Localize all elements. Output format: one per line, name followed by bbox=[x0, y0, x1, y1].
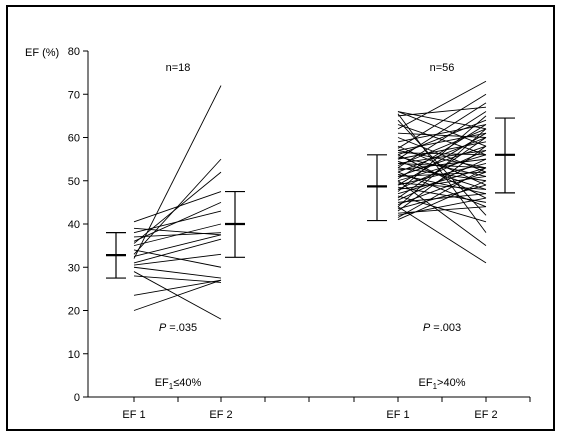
patient-lines bbox=[133, 80, 487, 320]
patient-line bbox=[397, 180, 487, 221]
patient-line bbox=[133, 275, 222, 283]
y-axis-label: EF (%) bbox=[25, 47, 59, 59]
group-label-main: EF bbox=[419, 377, 433, 389]
patient-line bbox=[133, 191, 222, 223]
patient-line bbox=[397, 145, 487, 186]
patient-line bbox=[397, 171, 487, 208]
n-label: n=56 bbox=[430, 62, 455, 74]
patient-line bbox=[397, 124, 487, 143]
patient-line bbox=[397, 171, 487, 205]
x-tick-label: EF 1 bbox=[122, 409, 145, 421]
x-tick-label: EF 2 bbox=[474, 409, 497, 421]
p-value-letter: P bbox=[159, 322, 167, 334]
patient-line bbox=[397, 158, 487, 171]
patient-line bbox=[397, 119, 487, 216]
p-value-letter: P bbox=[423, 322, 431, 334]
patient-line bbox=[397, 150, 487, 190]
y-tick-label: 30 bbox=[68, 262, 80, 274]
x-tick-label: EF 1 bbox=[386, 409, 409, 421]
y-tick-label: 10 bbox=[68, 349, 80, 361]
y-tick-label: 20 bbox=[68, 306, 80, 318]
p-value-number: =.003 bbox=[430, 322, 461, 334]
mean-sd-bar bbox=[367, 154, 387, 222]
patient-line bbox=[133, 234, 222, 257]
y-tick-label: 70 bbox=[68, 89, 80, 101]
group-label-rest: >40% bbox=[437, 377, 466, 389]
patient-line bbox=[397, 128, 487, 167]
patient-line bbox=[397, 150, 487, 169]
patient-line bbox=[397, 145, 487, 177]
patient-line bbox=[397, 195, 487, 223]
patient-line bbox=[397, 154, 487, 199]
patient-line bbox=[397, 132, 487, 151]
patient-line bbox=[397, 180, 487, 246]
patient-line bbox=[397, 102, 487, 160]
patient-line bbox=[133, 249, 222, 268]
y-tick-label: 80 bbox=[68, 46, 80, 58]
p-value-label: P =.035 bbox=[159, 322, 197, 334]
group-label-main: EF bbox=[155, 377, 169, 389]
patient-line bbox=[397, 137, 487, 173]
p-value-label: P =.003 bbox=[423, 322, 461, 334]
patient-line bbox=[397, 150, 487, 164]
mean-sd-bar bbox=[106, 232, 126, 279]
mean-sd-bars bbox=[106, 117, 515, 279]
patient-line bbox=[133, 171, 222, 244]
patient-line bbox=[133, 227, 222, 236]
patient-line bbox=[397, 141, 487, 160]
patient-line bbox=[133, 238, 222, 264]
patient-line bbox=[397, 160, 487, 190]
patient-line bbox=[397, 156, 487, 177]
patient-line bbox=[397, 167, 487, 218]
patient-line bbox=[133, 253, 222, 266]
group-label-rest: ≤40% bbox=[173, 377, 201, 389]
patient-line bbox=[397, 184, 487, 210]
mean-sd-bar bbox=[225, 190, 245, 258]
group-label-subscript: 1 bbox=[169, 382, 174, 391]
patient-line bbox=[397, 206, 487, 214]
axes: 0 10 20 30 40 50 60 70 80 bbox=[68, 46, 531, 404]
x-tick-label: EF 2 bbox=[209, 409, 232, 421]
patient-line bbox=[397, 206, 487, 264]
y-tick-label: 60 bbox=[68, 133, 80, 145]
patient-line bbox=[133, 279, 222, 296]
patient-line bbox=[397, 80, 487, 130]
patient-line bbox=[397, 111, 487, 147]
y-tick-label: 50 bbox=[68, 176, 80, 188]
patient-line bbox=[397, 124, 487, 156]
y-tick-label: 0 bbox=[74, 392, 80, 404]
patient-line bbox=[397, 182, 487, 190]
patient-line bbox=[133, 271, 222, 320]
chart-frame bbox=[6, 5, 555, 431]
patient-line bbox=[397, 193, 487, 203]
group-label: EF1>40% bbox=[419, 377, 466, 391]
group-label: EF1≤40% bbox=[155, 377, 202, 391]
patient-line bbox=[397, 111, 487, 130]
patient-line bbox=[133, 266, 222, 279]
group-label-subscript: 1 bbox=[433, 382, 438, 391]
patient-line bbox=[397, 113, 487, 233]
patient-line bbox=[397, 119, 487, 156]
mean-sd-bar bbox=[495, 117, 515, 194]
n-label: n=18 bbox=[166, 62, 191, 74]
p-value-number: =.035 bbox=[166, 322, 197, 334]
y-tick-label: 40 bbox=[68, 219, 80, 231]
